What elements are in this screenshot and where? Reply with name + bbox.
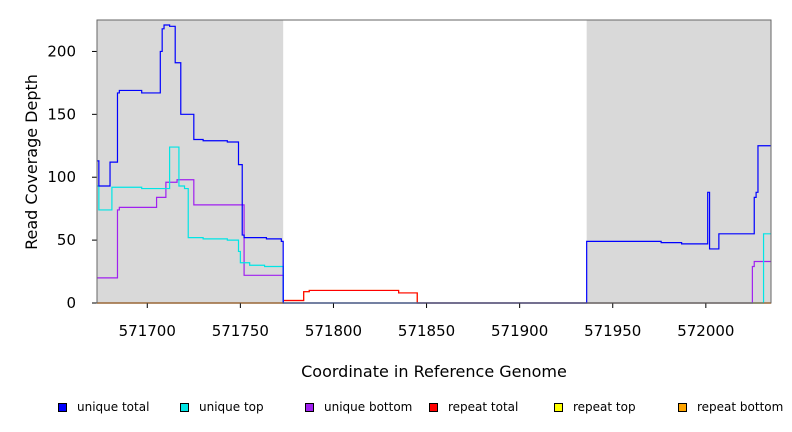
x-tick-label: 571950 xyxy=(584,322,641,340)
x-axis-title: Coordinate in Reference Genome xyxy=(301,362,567,381)
legend-item-unique-bottom: unique bottom xyxy=(305,400,412,414)
legend-item-repeat-total: repeat total xyxy=(429,400,518,414)
shaded-regions xyxy=(97,20,771,303)
legend-item-unique-top: unique top xyxy=(180,400,264,414)
x-tick-label: 571800 xyxy=(305,322,362,340)
legend-swatch xyxy=(678,402,687,412)
x-tick-label: 572000 xyxy=(677,322,734,340)
y-tick-label: 150 xyxy=(47,105,76,123)
plot-frame xyxy=(96,19,772,304)
legend-swatch xyxy=(180,402,189,412)
legend-label: repeat top xyxy=(573,400,636,414)
x-tick-label: 571750 xyxy=(212,322,269,340)
series-line-repeat-total xyxy=(97,289,771,304)
legend-swatch xyxy=(554,402,563,412)
legend-item-unique-total: unique total xyxy=(58,400,149,414)
shaded-region-1 xyxy=(97,20,284,303)
y-tick-label: 200 xyxy=(47,42,76,60)
legend-label: repeat total xyxy=(448,400,519,414)
y-tick-label: 50 xyxy=(57,231,76,249)
x-tick-label: 571700 xyxy=(119,322,176,340)
legend-item-repeat-bottom: repeat bottom xyxy=(678,400,783,414)
shaded-region-2 xyxy=(586,20,771,303)
y-axis-title: Read Coverage Depth xyxy=(22,74,41,250)
y-tick-label: 0 xyxy=(66,294,76,312)
legend-swatch xyxy=(305,402,314,412)
coverage-chart: 571700 571750 571800 571850 571900 571950 5720… xyxy=(22,19,772,381)
series-line-unique-total xyxy=(97,24,771,304)
legend-swatch xyxy=(58,402,67,412)
legend-item-repeat-top: repeat top xyxy=(554,400,636,414)
legend-swatch xyxy=(429,402,438,412)
x-tick-label: 571850 xyxy=(398,322,455,340)
legend-label: unique top xyxy=(199,400,264,414)
legend-label: unique bottom xyxy=(324,400,413,414)
y-tick-label: 100 xyxy=(47,168,76,186)
legend: unique total unique top unique bottom repea… xyxy=(0,400,792,420)
legend-label: unique total xyxy=(77,400,150,414)
axes: 571700 571750 571800 571850 571900 571950 5720… xyxy=(47,42,734,340)
x-tick-label: 571900 xyxy=(491,322,548,340)
legend-label: repeat bottom xyxy=(697,400,784,414)
